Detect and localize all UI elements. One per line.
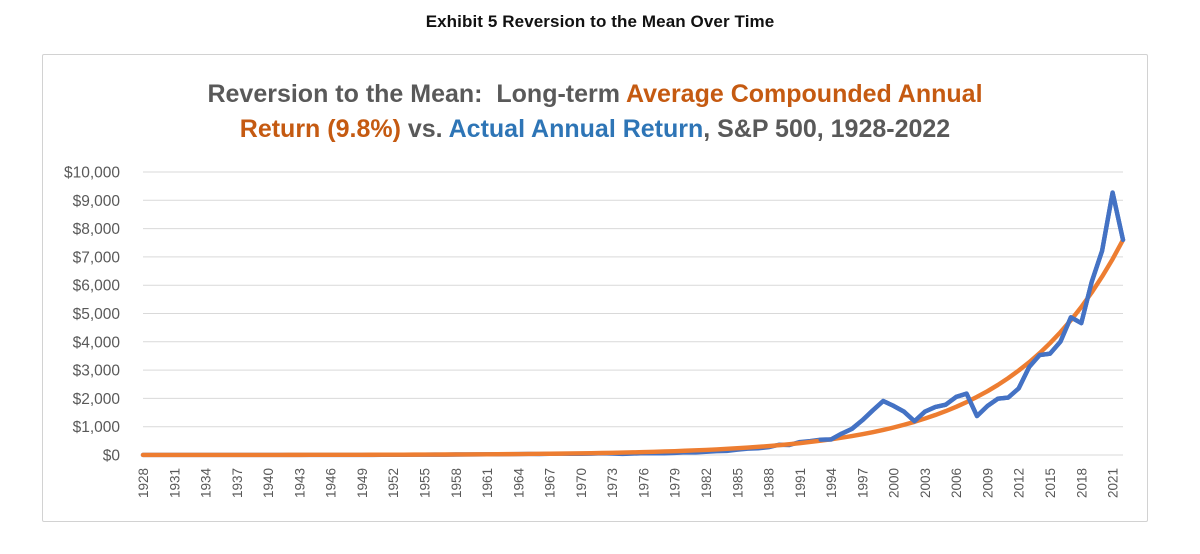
y-tick-label: $0 — [103, 448, 121, 465]
plot-svg: $10,000 $9,000 $8,000 $7,000 $6,000 $5,000 $4,… — [64, 165, 1126, 498]
chart-title-line-2: Return (9.8%) vs. Actual Annual Return, … — [43, 112, 1147, 147]
x-tick-label: 1940 — [261, 468, 276, 498]
x-tick-label: 1964 — [511, 467, 526, 498]
exhibit-title: Exhibit 5 Reversion to the Mean Over Tim… — [425, 12, 775, 31]
x-tick-label: 1958 — [449, 468, 464, 498]
y-tick-label: $10,000 — [64, 165, 120, 182]
average-return-line — [140, 237, 1126, 458]
x-tick-label: 1952 — [386, 468, 401, 498]
x-tick-label: 2012 — [1012, 468, 1027, 498]
x-axis-labels: 1928 1931 1934 1937 1940 1943 1946 1949 1952 1955… — [136, 467, 1121, 498]
x-tick-label: 2021 — [1106, 468, 1121, 498]
chart-title-line-1: Reversion to the Mean: Long-term Average… — [43, 77, 1147, 112]
chart-title: Reversion to the Mean: Long-term Average… — [43, 77, 1147, 147]
x-tick-label: 1937 — [230, 468, 245, 498]
y-tick-label: $8,000 — [73, 221, 121, 238]
x-tick-label: 1979 — [668, 468, 683, 498]
x-tick-label: 1976 — [636, 468, 651, 498]
x-tick-label: 1949 — [355, 468, 370, 498]
x-tick-label: 1982 — [699, 468, 714, 498]
x-tick-label: 2015 — [1043, 468, 1058, 498]
x-tick-label: 1934 — [199, 467, 214, 498]
x-tick-label: 1961 — [480, 468, 495, 498]
x-tick-label: 2003 — [918, 468, 933, 498]
y-tick-label: $5,000 — [73, 306, 121, 323]
x-tick-label: 1931 — [167, 468, 182, 498]
chart-card: Reversion to the Mean: Long-term Average… — [42, 54, 1148, 522]
title-segment: vs. — [400, 115, 449, 143]
x-tick-label: 1997 — [855, 468, 870, 498]
y-tick-label: $4,000 — [73, 334, 121, 351]
x-tick-label: 2018 — [1074, 468, 1089, 498]
x-tick-label: 1943 — [292, 468, 307, 498]
title-segment: , S&P 500, 1928-2022 — [703, 115, 951, 143]
x-tick-label: 2009 — [981, 468, 996, 498]
series-lines — [140, 190, 1126, 458]
y-tick-label: $9,000 — [73, 193, 121, 210]
x-tick-label: 2006 — [949, 468, 964, 498]
x-tick-label: 1946 — [324, 468, 339, 498]
title-segment: Actual Annual Return — [448, 115, 704, 143]
title-segment: Reversion to the Mean: Long-term — [207, 80, 627, 108]
x-tick-label: 1928 — [136, 468, 151, 498]
x-tick-label: 1988 — [762, 468, 777, 498]
x-tick-label: 1994 — [824, 467, 839, 498]
y-tick-label: $3,000 — [73, 363, 121, 380]
y-tick-label: $6,000 — [73, 278, 121, 295]
x-tick-label: 1967 — [543, 468, 558, 498]
y-tick-label: $2,000 — [73, 391, 121, 408]
x-tick-label: 1955 — [418, 468, 433, 498]
x-tick-label: 1973 — [605, 468, 620, 498]
title-segment: Average Compounded Annual — [626, 80, 983, 108]
y-axis-labels: $10,000 $9,000 $8,000 $7,000 $6,000 $5,000 $4,… — [64, 165, 120, 465]
y-tick-label: $1,000 — [73, 419, 121, 436]
x-tick-label: 1991 — [793, 468, 808, 498]
y-tick-label: $7,000 — [73, 249, 121, 266]
x-tick-label: 2000 — [887, 468, 902, 498]
x-tick-label: 1970 — [574, 468, 589, 498]
x-tick-label: 1985 — [730, 468, 745, 498]
title-segment: Return (9.8%) — [239, 115, 401, 143]
actual-return-line-overlay — [818, 190, 1126, 442]
